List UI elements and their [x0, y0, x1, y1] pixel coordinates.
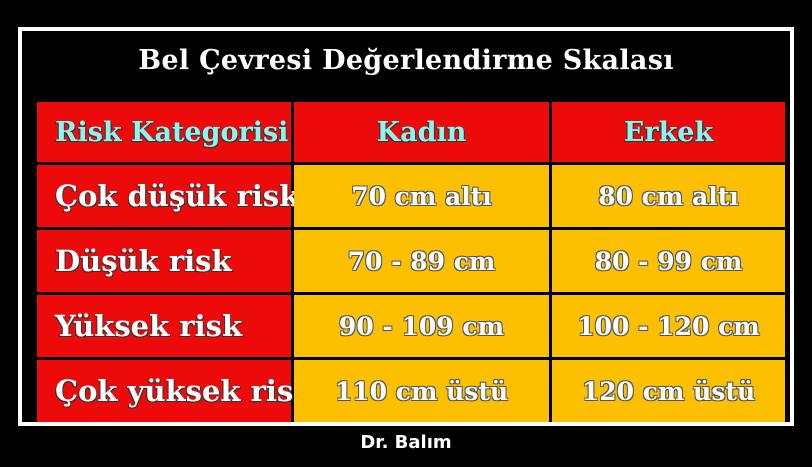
- scale-frame: Bel Çevresi Değerlendirme Skalası Risk K…: [18, 27, 794, 426]
- row-kadin-value: 110 cm üstü: [294, 360, 549, 422]
- row-category: Çok düşük risk: [37, 165, 299, 227]
- author-credit: Dr. Balım: [360, 432, 452, 453]
- row-erkek-value: 80 - 99 cm: [552, 230, 785, 292]
- header-risk-category: Risk Kategorisi: [37, 102, 291, 162]
- row-erkek-value: 120 cm üstü: [552, 360, 785, 422]
- row-kadin-value: 90 - 109 cm: [294, 295, 549, 357]
- row-category: Düşük risk: [37, 230, 291, 292]
- risk-table: Risk Kategorisi Kadın Erkek Çok düşük ri…: [37, 102, 785, 422]
- row-category: Çok yüksek risk: [37, 360, 313, 422]
- row-erkek-value: 100 - 120 cm: [552, 295, 785, 357]
- table-title: Bel Çevresi Değerlendirme Skalası: [138, 45, 674, 76]
- row-kadin-value: 70 - 89 cm: [294, 230, 549, 292]
- row-erkek-value: 80 cm altı: [552, 165, 785, 227]
- row-kadin-value: 70 cm altı: [294, 165, 549, 227]
- header-erkek: Erkek: [552, 102, 785, 162]
- row-category: Yüksek risk: [37, 295, 291, 357]
- header-kadin: Kadın: [294, 102, 549, 162]
